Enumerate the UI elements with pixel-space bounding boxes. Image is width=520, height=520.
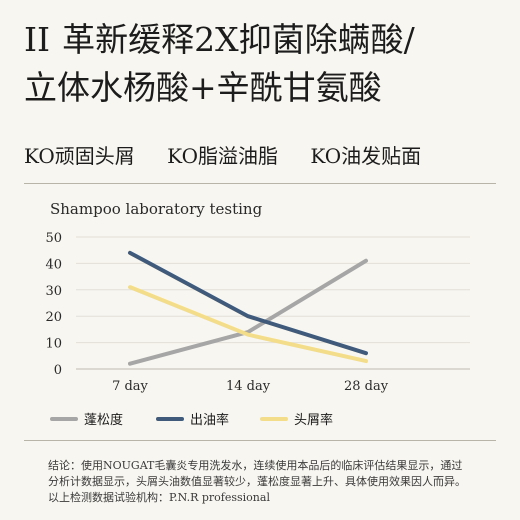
legend-label: 出油率	[190, 412, 229, 428]
y-tick-label: 50	[45, 231, 62, 246]
ko-claim-oil: KO脂溢油脂	[167, 144, 278, 168]
headline-line-2: 立体水杨酸+辛酰甘氨酸	[24, 68, 382, 107]
legend-label: 蓬松度	[84, 412, 123, 428]
y-tick-label: 0	[54, 363, 62, 378]
series-line	[128, 285, 368, 364]
footnote-line-1: 结论：使用NOUGAT毛囊炎专用洗发水，连续使用本品后的临床评估结果显示，通过	[48, 459, 463, 472]
headline-line-1: II 革新缓释2X抑菌除螨酸/	[24, 16, 504, 64]
series-line	[128, 258, 368, 366]
chart-title: Shampoo laboratory testing	[50, 200, 263, 218]
x-tick-label: 28 day	[344, 379, 389, 394]
ko-claim-flat-hair: KO油发贴面	[310, 144, 422, 168]
footnote: 结论：使用NOUGAT毛囊炎专用洗发水，连续使用本品后的临床评估结果显示，通过 …	[48, 458, 508, 506]
divider-top	[24, 183, 496, 184]
x-tick-label: 7 day	[112, 379, 148, 394]
legend-label: 头屑率	[294, 412, 333, 428]
footnote-line-3: 以上检测数据试验机构：P.N.R professional	[48, 491, 270, 504]
footnote-line-2: 分析计数据显示，头屑头油数值显著较少，蓬松度显著上升、具体使用效果因人而异。	[48, 475, 466, 488]
y-tick-label: 40	[45, 257, 62, 272]
y-tick-label: 30	[45, 284, 62, 299]
line-chart: 0 10 20 30 40 50 7 day 14 day 28 day 蓬松度 出油率 头屑率	[45, 231, 470, 428]
section-numeral: II	[24, 20, 51, 59]
series-line	[128, 250, 368, 356]
ko-claims: KO顽固头屑 KO脂溢油脂 KO油发贴面	[24, 140, 504, 169]
y-tick-label: 10	[45, 337, 62, 352]
x-tick-label: 14 day	[226, 379, 271, 394]
ko-claim-dandruff: KO顽固头屑	[24, 144, 135, 168]
divider-bottom	[24, 440, 496, 441]
headline: II 革新缓释2X抑菌除螨酸/ 立体水杨酸+辛酰甘氨酸	[24, 16, 504, 112]
y-tick-label: 20	[45, 310, 62, 325]
headline-text-1: 革新缓释2X抑菌除螨酸/	[62, 20, 415, 59]
